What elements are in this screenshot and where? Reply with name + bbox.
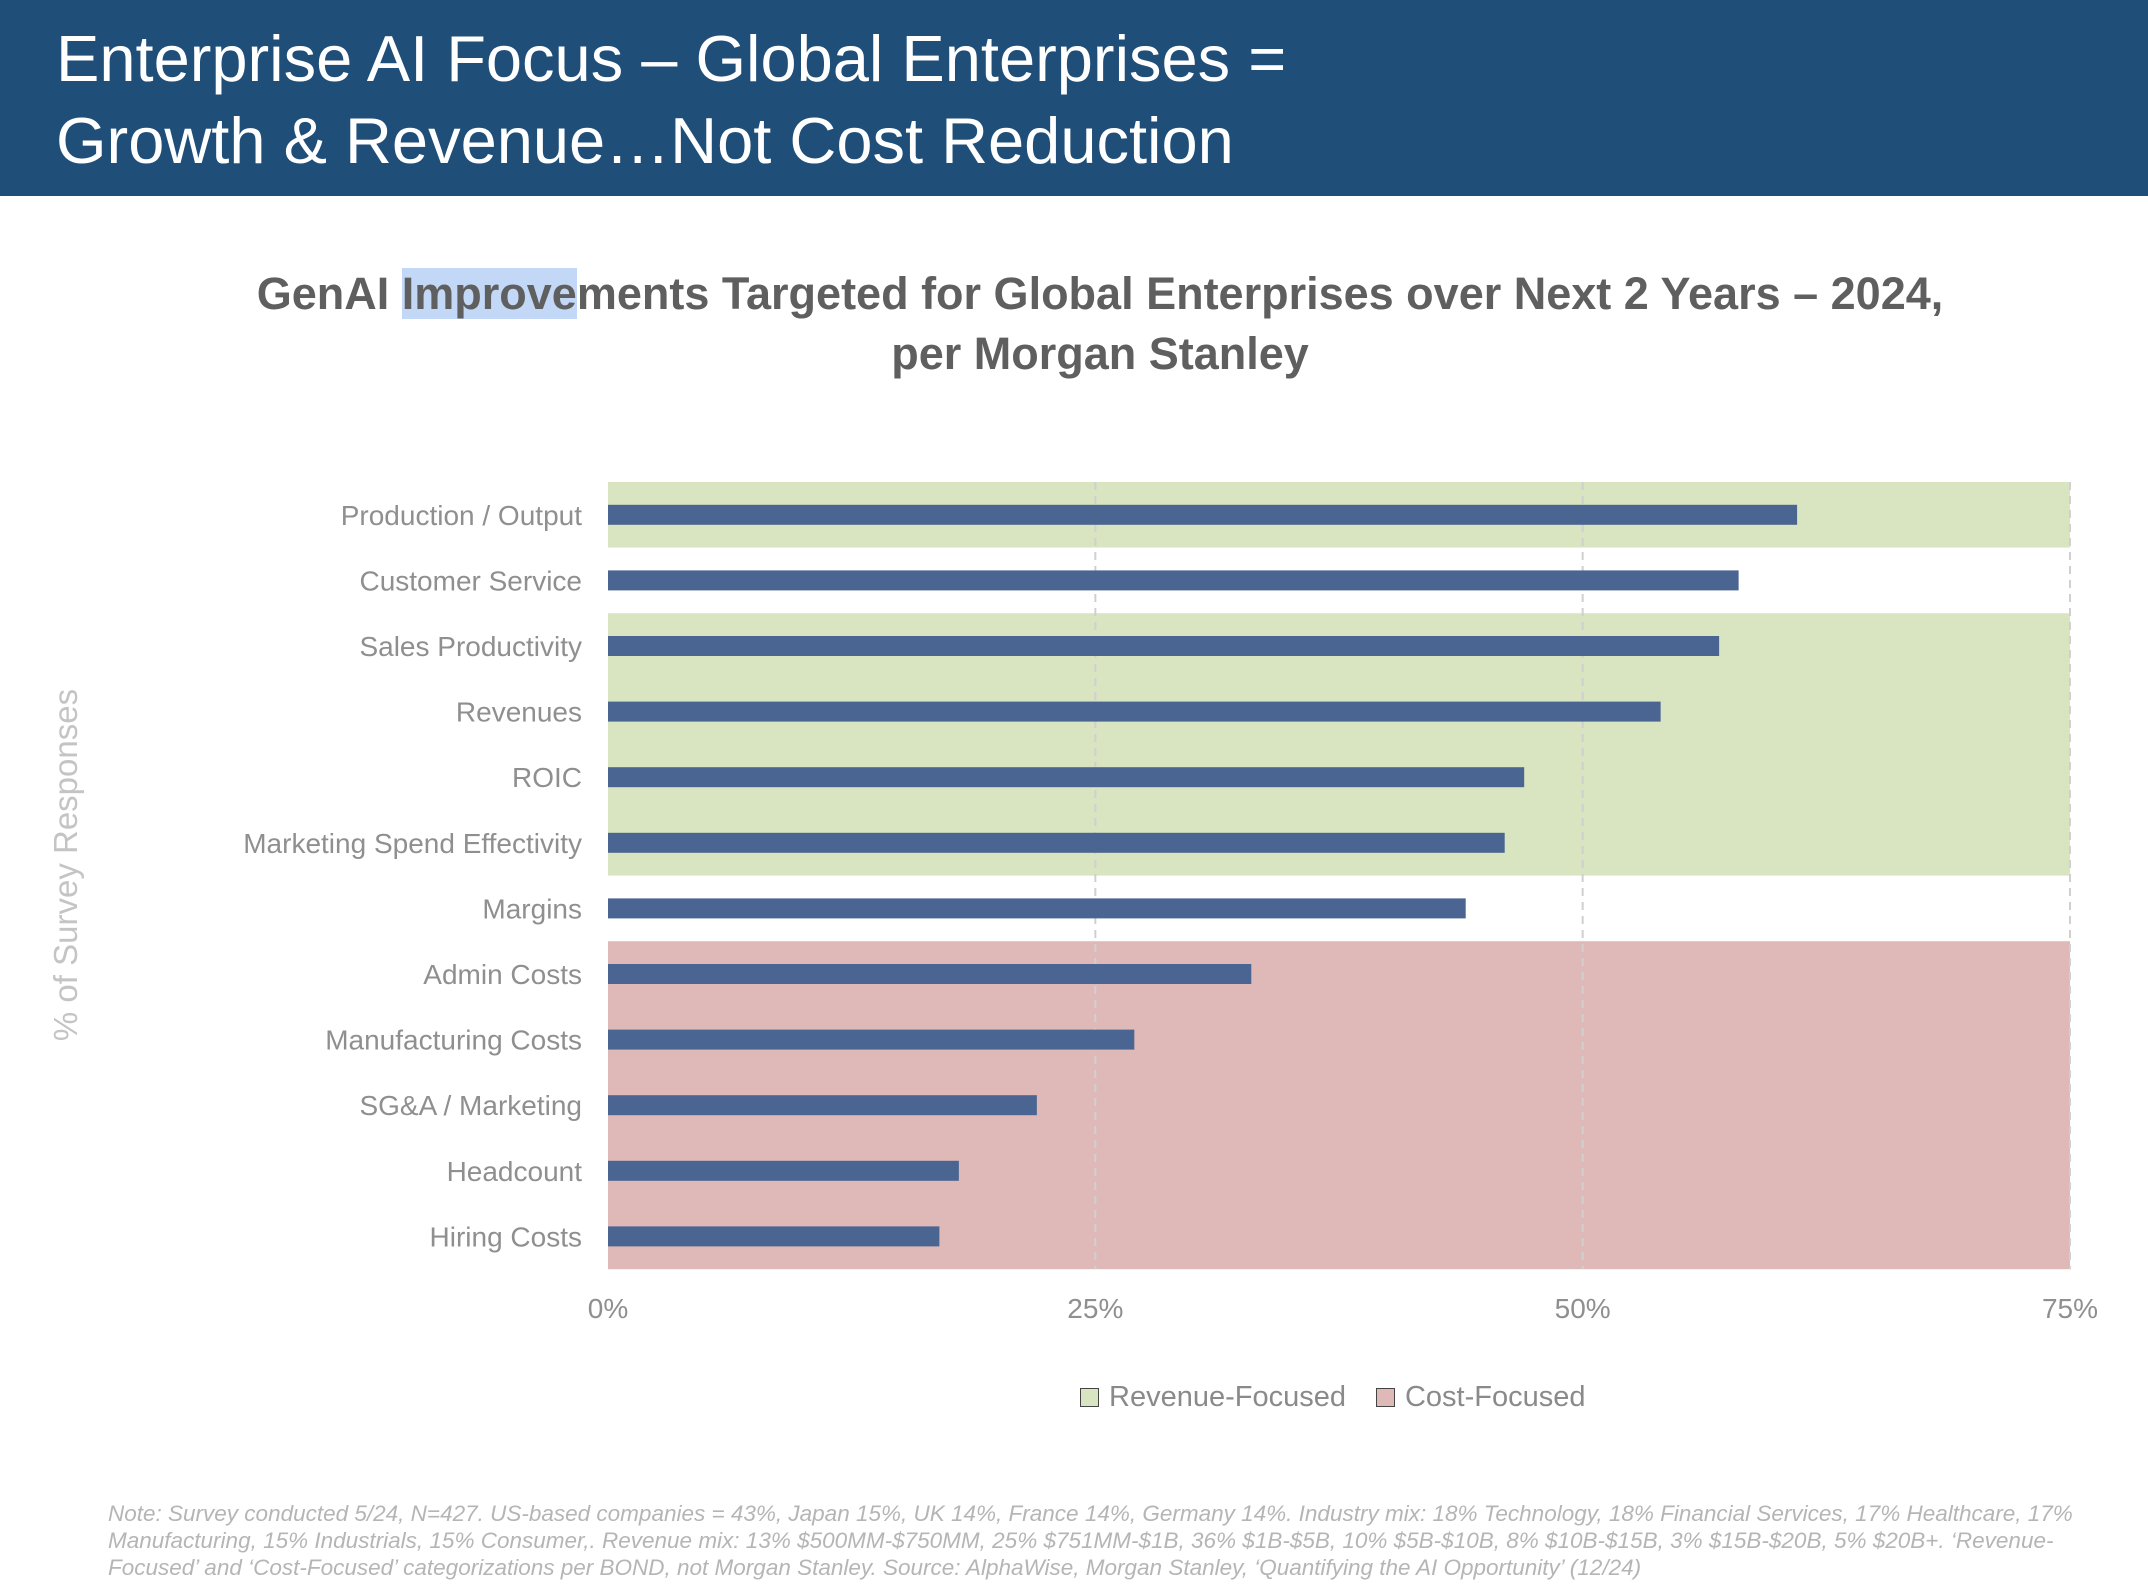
- bar-chart: Production / Output Customer Service Sales…: [243, 482, 2098, 1324]
- bar-roic: [608, 767, 1525, 788]
- bar-admin-costs: [608, 964, 1252, 984]
- legend-item-cost-focused: Cost-Focused: [1375, 1381, 1586, 1414]
- chart-title-part-2: ments Targeted for Global Enterprises ov…: [576, 268, 1944, 319]
- chart-title-line-1: GenAI Improvements Targeted for Global E…: [100, 264, 2100, 324]
- slide-title: Enterprise AI Focus – Global Enterprises…: [56, 22, 1287, 177]
- x-tick-label-0: 0%: [588, 1293, 628, 1324]
- bar-margins: [608, 898, 1466, 919]
- category-label-customer-service: Customer Service: [359, 565, 582, 596]
- category-label-sg-a-marketing: SG&A / Marketing: [359, 1090, 582, 1121]
- bar-hiring-costs: [608, 1226, 940, 1247]
- legend-swatch-revenue-focused: [1080, 1388, 1099, 1407]
- bar-customer-service: [608, 570, 1739, 591]
- legend-label-cost-focused: Cost-Focused: [1404, 1381, 1586, 1413]
- category-label-manufacturing-costs: Manufacturing Costs: [325, 1025, 582, 1056]
- x-tick-label-1: 25%: [1067, 1293, 1123, 1324]
- category-label-admin-costs: Admin Costs: [423, 959, 582, 990]
- legend-swatch-cost-focused: [1375, 1388, 1395, 1407]
- bar-revenues: [608, 701, 1661, 722]
- footnote: Note: Survey conducted 5/24, N=427. US-b…: [108, 1501, 2073, 1580]
- category-label-hiring-costs: Hiring Costs: [430, 1221, 582, 1252]
- bar-sales-productivity: [608, 636, 1720, 656]
- category-label-revenues: Revenues: [456, 697, 582, 728]
- chart-legend: Revenue-Focused Cost-Focused: [1080, 1381, 1616, 1414]
- legend-label-revenue-focused: Revenue-Focused: [1109, 1381, 1346, 1413]
- bar-production-output: [608, 504, 1798, 525]
- bar-headcount: [608, 1160, 959, 1181]
- chart-title-part-1: GenAI: [256, 268, 402, 319]
- category-label-production-output: Production / Output: [341, 500, 582, 531]
- x-tick-label-2: 50%: [1555, 1293, 1611, 1324]
- chart-title: GenAI Improvements Targeted for Global E…: [100, 264, 2100, 384]
- category-label-sales-productivity: Sales Productivity: [359, 631, 582, 662]
- x-tick-label-3: 75%: [2042, 1293, 2098, 1324]
- category-label-headcount: Headcount: [447, 1156, 583, 1187]
- slide-header: Enterprise AI Focus – Global Enterprises…: [0, 0, 2148, 196]
- category-label-roic: ROIC: [512, 762, 582, 793]
- bar-marketing-spend-effectivity: [608, 832, 1505, 853]
- bar-manufacturing-costs: [608, 1029, 1135, 1050]
- category-label-margins: Margins: [482, 893, 582, 924]
- chart-title-line-2: per Morgan Stanley: [891, 328, 1309, 379]
- legend-item-revenue-focused: Revenue-Focused: [1080, 1381, 1346, 1414]
- category-label-marketing-spend-effectivity: Marketing Spend Effectivity: [243, 828, 582, 859]
- chart-title-highlighted-text: Improve: [401, 268, 577, 319]
- band-revenue-focused-1: [608, 613, 2070, 876]
- bar-sg-a-marketing: [608, 1095, 1037, 1116]
